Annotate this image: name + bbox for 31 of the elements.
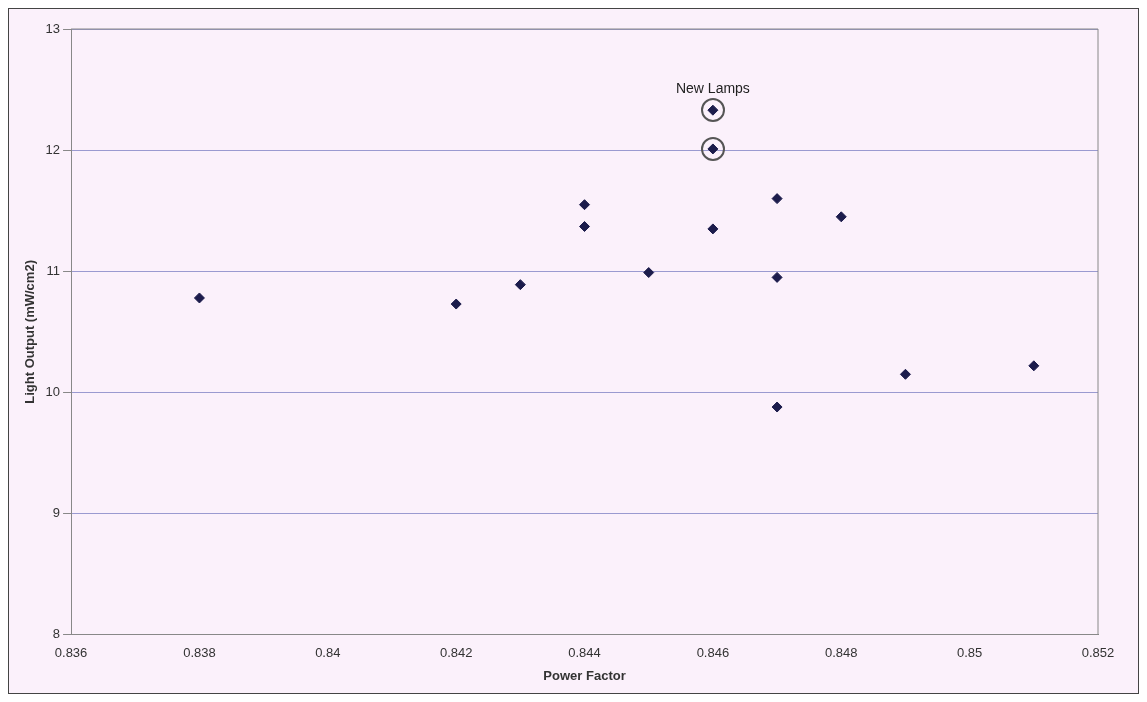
point (899, 368, 911, 380)
point (771, 193, 783, 205)
point (771, 401, 783, 413)
x-tick-label: 0.846 (696, 645, 730, 661)
point (514, 279, 526, 291)
point (771, 271, 783, 283)
x-tick-label: 0.84 (315, 645, 341, 661)
y-axis-title: Light Output (mW/cm2) (22, 260, 38, 404)
point (1028, 360, 1040, 372)
point (707, 223, 719, 235)
x-axis-title: Power Factor (543, 667, 626, 683)
x-tick-label: 0.852 (1081, 645, 1115, 661)
x-tick-label: 0.848 (824, 645, 858, 661)
x-tick-label: 0.842 (439, 645, 473, 661)
point (193, 292, 205, 304)
y-tick-label: 13 (45, 20, 61, 36)
y-tick-label: 10 (45, 384, 61, 400)
x-tick-label: 0.838 (183, 645, 216, 661)
point (643, 267, 655, 279)
point (579, 199, 591, 211)
x-tick-label: 0.844 (568, 645, 601, 661)
annotation: New Lamps (675, 80, 750, 97)
point (835, 211, 847, 223)
y-tick-label: 8 (52, 626, 61, 642)
point (450, 298, 462, 310)
y-tick-label: 9 (52, 505, 61, 521)
point (579, 220, 591, 232)
x-tick-label: 0.836 (54, 645, 88, 661)
x-tick-label: 0.85 (956, 645, 983, 661)
y-tick-label: 12 (45, 141, 61, 157)
y-tick-label: 11 (46, 262, 61, 278)
